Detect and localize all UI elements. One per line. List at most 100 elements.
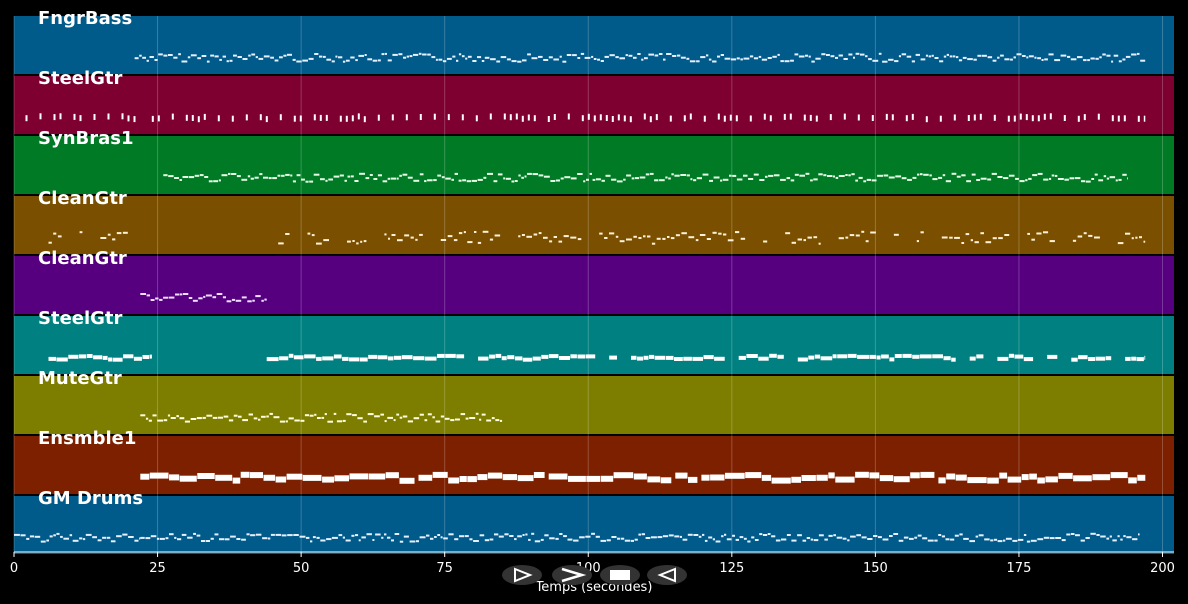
- note: [923, 173, 929, 176]
- note: [1100, 535, 1106, 538]
- note-segment-2-1: [25, 113, 136, 123]
- note: [1080, 539, 1085, 542]
- note: [252, 299, 255, 302]
- note: [1054, 174, 1058, 177]
- note: [1123, 115, 1126, 122]
- note: [387, 536, 391, 539]
- note: [133, 116, 136, 123]
- track-label-7: MuteGtr: [38, 368, 122, 389]
- track-lane-3: [14, 136, 1174, 194]
- note: [482, 230, 489, 233]
- note: [479, 534, 485, 537]
- note: [585, 354, 596, 359]
- note: [79, 231, 83, 234]
- note: [1026, 56, 1029, 59]
- note: [93, 114, 96, 120]
- note: [387, 356, 394, 361]
- note: [732, 534, 735, 537]
- note: [600, 60, 604, 62]
- rewind-icon: [657, 567, 676, 583]
- note: [1095, 356, 1106, 361]
- note: [226, 60, 229, 63]
- note: [606, 539, 611, 542]
- play-button[interactable]: [502, 565, 542, 585]
- note: [402, 415, 408, 418]
- note: [356, 242, 359, 245]
- note: [481, 413, 486, 416]
- stop-button[interactable]: [600, 565, 640, 585]
- note: [86, 354, 93, 358]
- note: [116, 535, 122, 538]
- note: [970, 239, 973, 242]
- note: [848, 174, 851, 177]
- note: [179, 417, 185, 420]
- note: [242, 58, 248, 60]
- track-lane-9: [14, 496, 1174, 554]
- note: [262, 537, 268, 540]
- note: [503, 113, 506, 120]
- fast-forward-button[interactable]: [552, 565, 592, 585]
- note: [780, 178, 786, 181]
- note: [700, 56, 706, 59]
- note: [699, 234, 706, 236]
- note: [593, 58, 597, 60]
- note: [745, 472, 762, 479]
- note: [342, 536, 345, 539]
- note: [406, 55, 409, 58]
- note: [251, 53, 256, 56]
- note: [53, 534, 56, 537]
- note: [302, 59, 308, 62]
- note: [1106, 537, 1110, 540]
- note: [647, 235, 651, 238]
- note: [1092, 474, 1111, 481]
- note: [1098, 179, 1104, 182]
- note: [870, 231, 876, 234]
- note: [807, 236, 812, 239]
- note: [236, 538, 241, 540]
- note: [225, 538, 230, 541]
- note: [543, 236, 548, 239]
- note: [753, 57, 759, 60]
- note: [688, 236, 695, 239]
- note: [708, 536, 713, 539]
- note: [591, 55, 594, 58]
- note: [1023, 534, 1027, 536]
- note: [261, 299, 264, 302]
- note: [665, 355, 674, 360]
- note: [473, 540, 479, 542]
- note: [965, 233, 970, 236]
- note: [182, 176, 189, 178]
- x-tick-label-3: 50: [293, 561, 310, 576]
- note: [358, 539, 361, 542]
- note-segment-4-2: [278, 230, 1146, 245]
- note: [835, 476, 855, 483]
- rewind-button[interactable]: [647, 565, 687, 585]
- note: [683, 115, 686, 122]
- note: [1083, 59, 1087, 62]
- note: [452, 55, 456, 58]
- note: [344, 179, 347, 182]
- note: [789, 113, 792, 120]
- note: [102, 355, 108, 360]
- note: [258, 418, 261, 421]
- note: [299, 535, 306, 538]
- note: [927, 539, 934, 542]
- note: [419, 536, 426, 539]
- note: [365, 177, 370, 180]
- note: [758, 55, 762, 58]
- note: [1070, 533, 1075, 535]
- note: [1143, 240, 1146, 243]
- note: [893, 476, 910, 483]
- note: [79, 354, 87, 359]
- note: [1122, 58, 1126, 61]
- note: [541, 354, 549, 359]
- note: [1083, 232, 1087, 235]
- note: [951, 357, 956, 362]
- note: [336, 420, 343, 423]
- note: [882, 60, 888, 63]
- note: [1111, 60, 1114, 63]
- note: [1073, 475, 1092, 482]
- note: [275, 476, 287, 483]
- note: [997, 176, 1003, 178]
- note: [616, 180, 623, 183]
